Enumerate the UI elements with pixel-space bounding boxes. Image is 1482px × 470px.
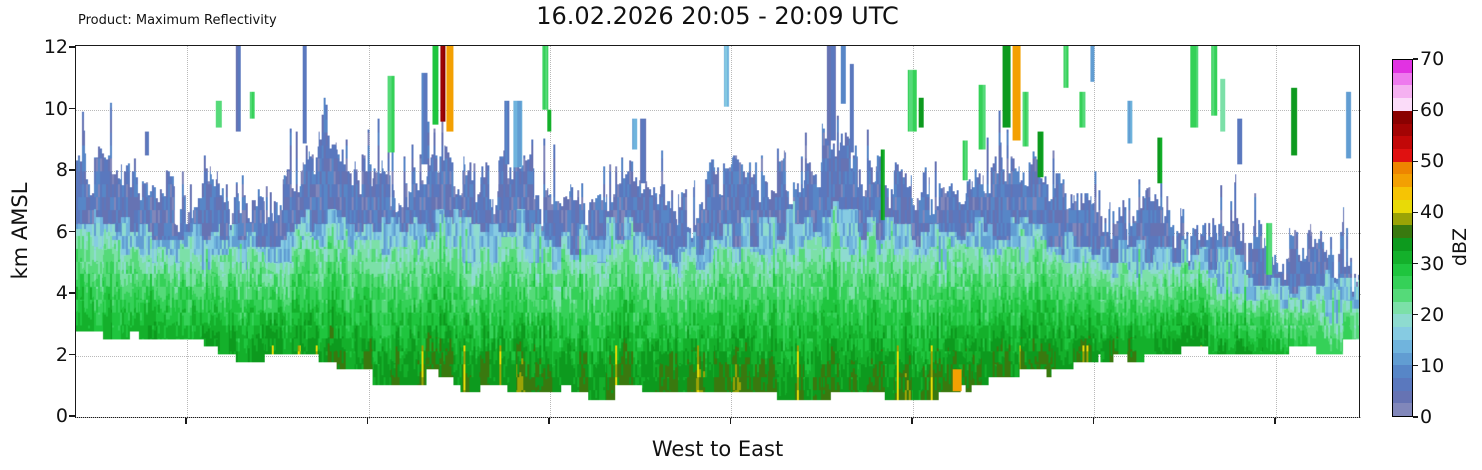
colorbar-band: [1393, 199, 1412, 213]
x-axis-label: West to East: [651, 437, 784, 461]
x-tick-mark: [1092, 418, 1095, 424]
colorbar-tick-label-0: 0: [1420, 406, 1433, 428]
colorbar-band: [1393, 60, 1412, 73]
colorbar-band: [1393, 339, 1412, 353]
x-tick-mark: [729, 418, 732, 424]
colorbar-band: [1393, 352, 1412, 366]
colorbar-band: [1393, 110, 1412, 124]
colorbar-tick-mark: [1413, 314, 1418, 316]
colorbar-band: [1393, 238, 1412, 251]
colorbar-tick-mark: [1413, 416, 1418, 418]
colorbar-band: [1393, 212, 1412, 226]
colorbar-tick-label-40: 40: [1420, 201, 1445, 224]
colorbar-tick-mark: [1413, 365, 1418, 367]
x-tick-mark: [911, 418, 913, 424]
colorbar-band: [1393, 149, 1412, 162]
colorbar-band: [1393, 288, 1412, 302]
chart-title: 16.02.2026 20:05 - 20:09 UTC: [536, 2, 899, 30]
y-tick-mark: [69, 46, 75, 48]
y-tick-mark: [69, 353, 75, 356]
colorbar-band: [1393, 98, 1412, 111]
colorbar-band: [1393, 327, 1412, 340]
grid-line-horizontal: [76, 417, 1361, 419]
colorbar-band: [1393, 174, 1412, 188]
y-tick-mark: [69, 169, 75, 171]
x-tick-mark: [548, 418, 550, 424]
colorbar-band: [1393, 85, 1412, 99]
y-tick-mark: [69, 292, 75, 294]
colorbar: [1392, 59, 1413, 417]
colorbar-tick-mark: [1413, 160, 1418, 162]
colorbar-band: [1393, 301, 1412, 315]
colorbar-band: [1393, 161, 1412, 175]
colorbar-tick-label-50: 50: [1420, 150, 1445, 173]
colorbar-unit-label: dBZ: [1449, 227, 1471, 267]
colorbar-tick-label-10: 10: [1420, 354, 1445, 377]
colorbar-band: [1393, 365, 1412, 378]
plot-area: [75, 45, 1361, 419]
reflectivity-heatmap-canvas: [76, 46, 1359, 417]
x-tick-mark: [366, 418, 369, 424]
y-tick-label-10: 10: [43, 97, 68, 120]
y-tick-label-6: 6: [55, 220, 68, 243]
colorbar-tick-label-60: 60: [1420, 99, 1445, 122]
colorbar-tick-mark: [1413, 58, 1418, 60]
colorbar-tick-label-30: 30: [1420, 252, 1445, 275]
colorbar-band: [1393, 136, 1412, 150]
colorbar-band: [1393, 377, 1412, 391]
colorbar-band: [1393, 390, 1412, 404]
y-tick-label-8: 8: [55, 159, 68, 181]
colorbar-band: [1393, 263, 1412, 277]
colorbar-tick-mark: [1413, 109, 1418, 111]
colorbar-band: [1393, 314, 1412, 328]
colorbar-tick-label-70: 70: [1420, 48, 1445, 70]
colorbar-tick-mark: [1413, 262, 1418, 265]
y-tick-label-12: 12: [43, 35, 68, 58]
y-tick-label-0: 0: [55, 405, 68, 428]
colorbar-band: [1393, 250, 1412, 264]
y-tick-mark: [69, 107, 75, 110]
colorbar-tick-label-20: 20: [1420, 303, 1445, 326]
colorbar-band: [1393, 123, 1412, 137]
x-tick-mark: [1274, 418, 1276, 424]
colorbar-band: [1393, 403, 1412, 417]
y-tick-mark: [69, 415, 75, 417]
x-tick-mark: [185, 418, 187, 424]
y-tick-mark: [69, 230, 75, 233]
colorbar-band: [1393, 276, 1412, 289]
product-label: Product: Maximum Reflectivity: [78, 13, 277, 28]
y-tick-label-2: 2: [55, 343, 68, 366]
colorbar-tick-mark: [1413, 211, 1418, 214]
colorbar-band: [1393, 72, 1412, 86]
colorbar-band: [1393, 187, 1412, 200]
colorbar-band: [1393, 225, 1412, 239]
y-tick-label-4: 4: [55, 282, 68, 305]
